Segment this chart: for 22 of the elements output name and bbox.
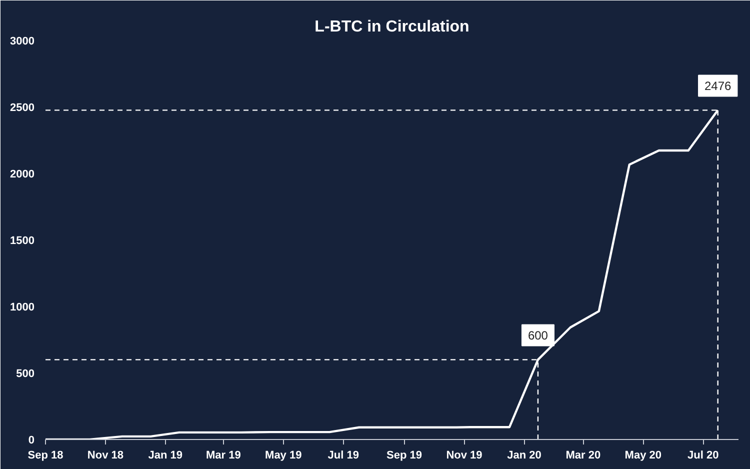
x-tick-label: Mar 19 — [206, 450, 241, 462]
x-tick-label: Sep 19 — [386, 450, 422, 462]
x-tick-label: May 20 — [624, 450, 662, 462]
x-tick-label: Nov 18 — [87, 450, 124, 462]
annotation: 600 — [528, 328, 548, 343]
chart-title: L-BTC in Circulation — [314, 18, 470, 36]
y-tick-label: 2000 — [10, 168, 35, 180]
x-tick-label: Jan 19 — [148, 450, 183, 462]
x-tick-label: Sep 18 — [28, 450, 64, 462]
x-tick-label: Jan 20 — [507, 450, 542, 462]
x-tick-label: Jul 20 — [688, 450, 719, 462]
x-tick-label: Mar 20 — [566, 450, 601, 462]
annotation: 2476 — [704, 79, 732, 94]
y-tick-label: 3000 — [10, 36, 35, 48]
y-tick-label: 0 — [28, 434, 35, 446]
y-tick-label: 2500 — [10, 102, 35, 114]
y-tick-label: 1500 — [10, 235, 35, 247]
x-tick-label: Nov 19 — [446, 450, 482, 462]
y-tick-label: 500 — [16, 368, 35, 380]
x-tick-label: Jul 19 — [328, 450, 359, 462]
y-tick-label: 1000 — [10, 302, 35, 314]
x-tick-label: May 19 — [265, 450, 302, 462]
